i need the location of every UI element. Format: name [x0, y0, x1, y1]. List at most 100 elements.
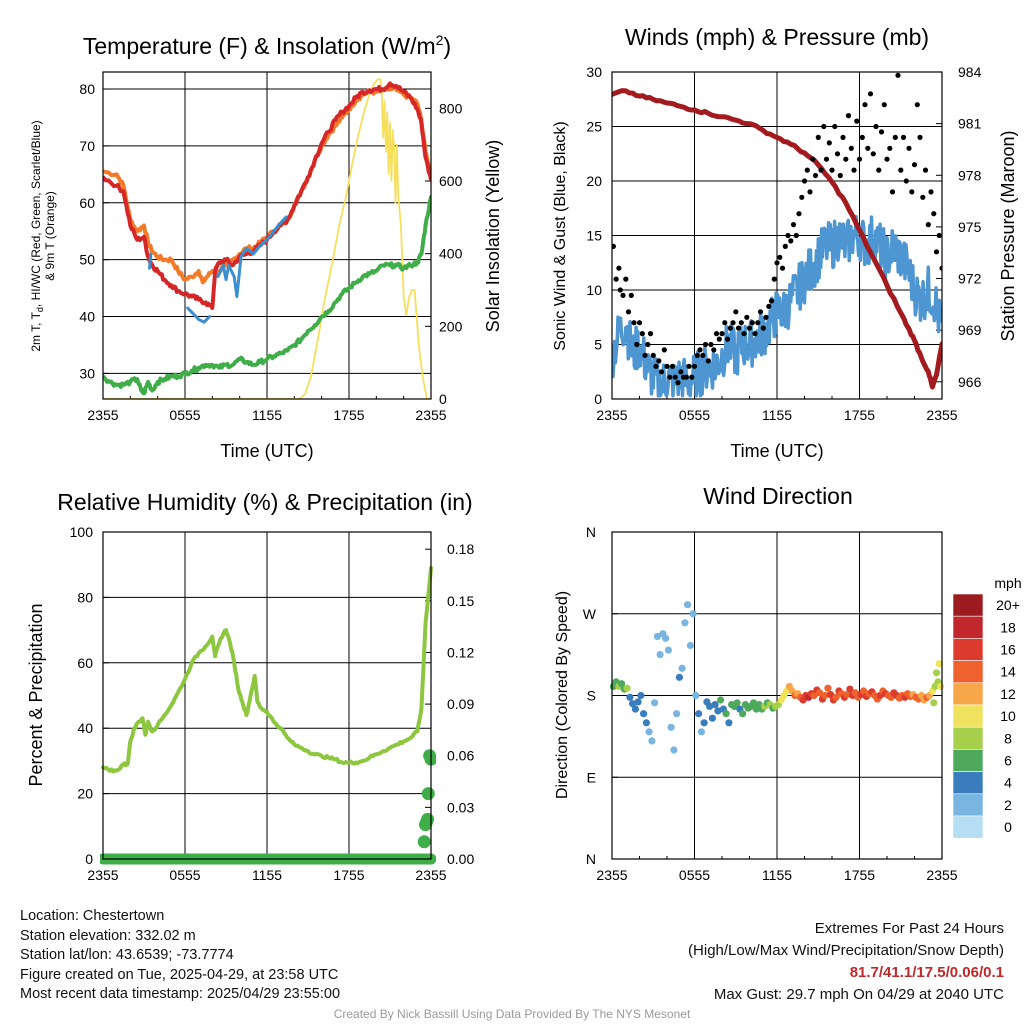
gust-point — [636, 320, 643, 326]
gust-point — [628, 292, 634, 298]
direction-point — [821, 691, 829, 700]
y-tick-label: 60 — [77, 655, 93, 671]
gust-point — [735, 325, 742, 331]
series-rh — [101, 566, 433, 774]
gust-point — [694, 352, 700, 358]
x-tick-label: 0555 — [679, 867, 710, 883]
gust-point — [645, 341, 651, 348]
direction-point — [832, 693, 840, 701]
x-tick-label: 0555 — [169, 407, 200, 423]
direction-point — [843, 691, 851, 699]
ylabel-part: , HI/WC (Red, Green, Scarlet/Blue) — [29, 120, 43, 307]
direction-point — [656, 651, 664, 659]
y2-tick-label: 0.12 — [447, 644, 474, 660]
gust-point — [752, 331, 758, 337]
y2-axis-label: Solar Insolation (Yellow) — [483, 140, 503, 332]
colorbar-label: 16 — [1000, 642, 1016, 658]
y-tick-label: 25 — [586, 119, 602, 135]
direction-point — [733, 699, 741, 707]
gust-point — [911, 162, 918, 168]
colorbar-label: 0 — [1004, 819, 1012, 835]
x-tick-label: 0555 — [679, 407, 710, 423]
direction-point — [651, 699, 659, 707]
gust-point — [925, 222, 931, 228]
direction-point — [700, 719, 708, 727]
gust-point — [760, 325, 766, 331]
y2-tick-label: 0.03 — [447, 799, 474, 815]
humidity-panel: Relative Humidity (%) & Precipitation (i… — [26, 489, 474, 883]
gust-point — [796, 211, 802, 217]
gust-point — [620, 292, 626, 298]
gust-point — [785, 232, 791, 239]
gust-point — [799, 194, 805, 200]
direction-point — [750, 699, 758, 707]
direction-point — [824, 684, 832, 692]
gust-point — [829, 167, 835, 173]
gust-point — [733, 309, 739, 315]
direction-point — [664, 646, 673, 654]
gust-point — [661, 347, 667, 353]
gust-point — [782, 243, 788, 249]
gust-point — [856, 156, 863, 162]
gust-point — [878, 129, 885, 135]
direction-point — [816, 689, 824, 697]
gust-point — [870, 151, 876, 157]
colorbar-swatch — [952, 726, 984, 750]
extremes-subtitle: (High/Low/Max Wind/Precipitation/Snow De… — [688, 942, 1004, 959]
gust-point — [766, 303, 772, 309]
gust-point — [807, 189, 813, 195]
precip-point — [421, 787, 435, 801]
x-tick-label: 1155 — [762, 407, 792, 423]
x-tick-label: 2355 — [926, 867, 957, 883]
y2-tick-label: 975 — [958, 219, 982, 235]
gust-point — [777, 254, 783, 260]
x-tick-label: 0555 — [169, 867, 200, 883]
speed-colorbar: mph 20+ 18 16 14 12 10 8 6 4 2 0 — [952, 575, 1022, 839]
y-tick-label: 60 — [79, 195, 95, 211]
gust-point — [895, 72, 901, 78]
timestamp-line: Most recent data timestamp: 2025/04/29 2… — [20, 986, 341, 1002]
gust-point — [656, 358, 662, 364]
temperature-panel: Temperature (F) & Insolation (W/m2) 30 40… — [29, 32, 503, 461]
precip-point — [423, 749, 436, 763]
x-tick-label: 2355 — [87, 407, 118, 423]
y-tick-label: 70 — [79, 138, 95, 154]
gust-point — [774, 260, 780, 266]
y-tick-label: 30 — [79, 365, 95, 381]
direction-point — [667, 723, 675, 731]
gust-point — [757, 309, 764, 315]
gust-point — [650, 352, 656, 358]
gust-point — [722, 320, 728, 326]
y-tick-label: 30 — [586, 64, 602, 80]
y-axis-label: Direction (Colored By Speed) — [554, 591, 571, 799]
direction-point — [706, 702, 714, 711]
gust-point — [865, 145, 871, 151]
x-tick-label: 1755 — [844, 867, 875, 883]
series-pressure — [612, 88, 942, 390]
x-tick-label: 2355 — [596, 867, 627, 883]
gust-point — [837, 172, 843, 179]
winds-title: Winds (mph) & Pressure (mb) — [625, 24, 929, 50]
created-line: Figure created on Tue, 2025-04-29, at 23… — [20, 966, 339, 983]
gust-point — [876, 167, 882, 173]
direction-point — [631, 705, 640, 713]
gust-point — [898, 167, 904, 173]
gust-point — [928, 189, 934, 195]
colorbar-swatch — [952, 593, 984, 617]
gust-point — [702, 341, 709, 348]
gust-point — [826, 140, 832, 146]
gust-point — [906, 145, 912, 151]
x-tick-label: 2355 — [87, 867, 118, 883]
y2-tick-label: 978 — [958, 167, 982, 183]
colorbar-unit: mph — [994, 575, 1021, 591]
gust-point — [936, 232, 942, 239]
gust-point — [669, 363, 676, 369]
direction-point — [675, 673, 684, 681]
direction-point — [634, 698, 642, 706]
gust-point — [697, 347, 703, 353]
direction-point — [648, 737, 656, 745]
gust-point — [749, 320, 755, 326]
gust-point — [708, 341, 714, 348]
y2-tick-label: 972 — [958, 271, 982, 287]
series-dewpoint — [103, 195, 431, 396]
